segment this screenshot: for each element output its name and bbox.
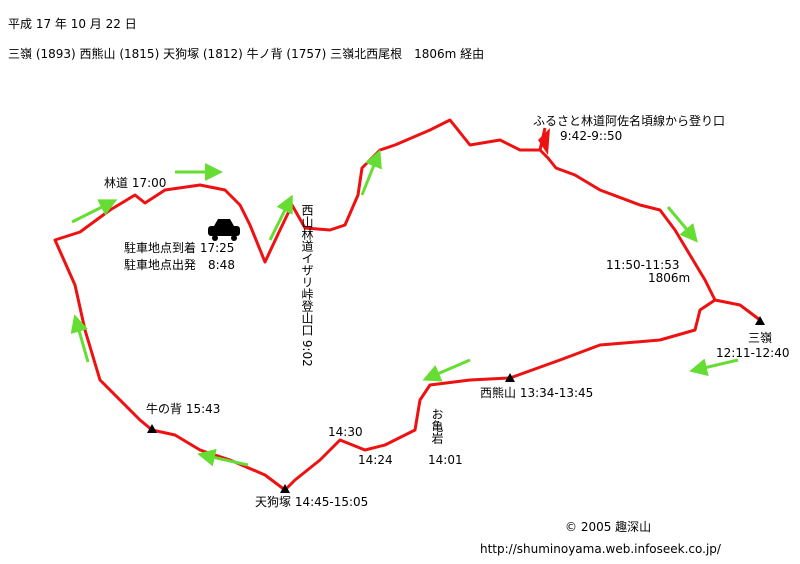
- label: 天狗塚 14:45-15:05: [255, 495, 368, 509]
- date: 平成 17 年 10 月 22 日: [8, 17, 137, 31]
- label: 牛の背 15:43: [146, 401, 220, 416]
- label: お亀岩: [430, 408, 444, 444]
- label: 駐車地点出発 8:48: [124, 257, 235, 272]
- label: 三嶺: [748, 331, 772, 345]
- label: 14:01: [428, 453, 463, 467]
- label: 14:24: [358, 453, 393, 467]
- label: ふるさと林道阿佐名頃線から登り口: [533, 113, 725, 128]
- url: http://shuminoyama.web.infoseek.co.jp/: [480, 542, 722, 556]
- label: 西山林道イザリ峠登山口 9:02: [300, 204, 314, 367]
- label: 林道 17:00: [104, 176, 166, 190]
- label: 1806m: [648, 271, 690, 285]
- peak-markers: [147, 316, 765, 493]
- label: 駐車地点到着 17:25: [124, 240, 234, 255]
- green-arrows: [70, 149, 739, 467]
- car-icon: [208, 219, 240, 241]
- label: 9:42-9::50: [560, 129, 622, 143]
- start-marker: [538, 128, 550, 155]
- label: 11:50-11:53: [606, 258, 680, 272]
- label: 14:30: [328, 425, 363, 439]
- label: 12:11-12:40: [716, 346, 790, 360]
- route-title: 三嶺 (1893) 西熊山 (1815) 天狗塚 (1812) 牛ノ背 (175…: [8, 46, 484, 61]
- label: 西熊山 13:34-13:45: [480, 385, 593, 400]
- copyright: © 2005 趣深山: [565, 519, 651, 534]
